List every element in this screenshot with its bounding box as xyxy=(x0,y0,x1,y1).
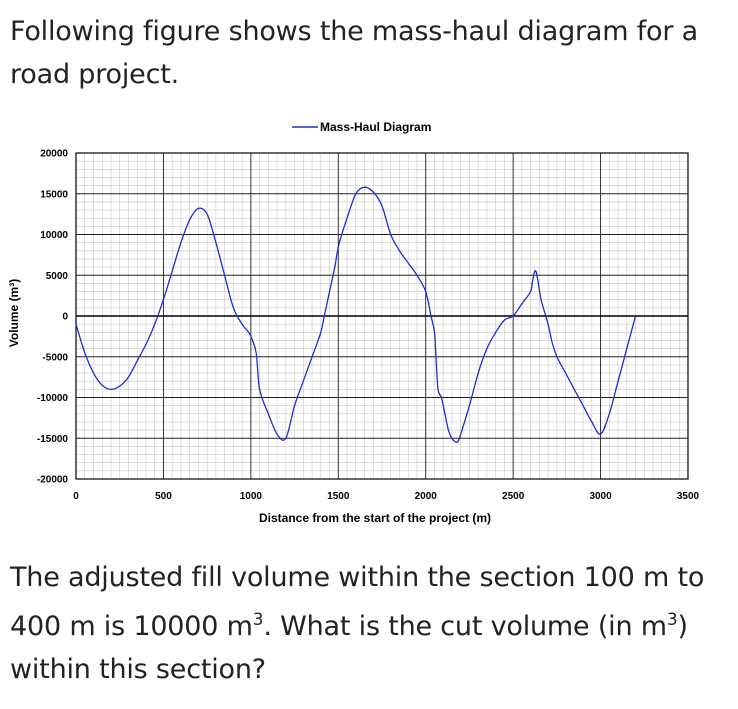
question-ask: The adjusted fill volume within the sect… xyxy=(10,556,730,691)
ask-text-part-1: The adjusted fill volume within the sect… xyxy=(10,562,705,642)
ask-text-part-2: . What is the cut volume (in m xyxy=(263,611,667,642)
x-tick-label: 1000 xyxy=(240,491,263,502)
plot-area-frame xyxy=(75,152,689,480)
y-tick-label: 10000 xyxy=(40,230,68,241)
y-tick-label: -15000 xyxy=(37,434,69,445)
ask-superscript-2: 3 xyxy=(666,610,678,630)
series-line-mass-haul xyxy=(75,186,637,444)
mass-haul-chart: Mass-Haul Diagram 0 500 1000 1500 2000 2500 30… xyxy=(7,120,700,525)
y-tick-label: -5000 xyxy=(42,352,68,363)
x-tick-label: 3500 xyxy=(677,491,700,502)
y-axis-label: Volume (m³) xyxy=(7,279,21,347)
y-tick-label: -20000 xyxy=(37,475,69,486)
x-tick-label: 3000 xyxy=(589,491,612,502)
y-tick-label: 0 xyxy=(62,312,68,323)
y-tick-label: 5000 xyxy=(46,271,69,282)
x-axis-tick-labels: 0 500 1000 1500 2000 2500 3000 3500 xyxy=(73,491,699,502)
x-tick-label: 2000 xyxy=(415,491,438,502)
ask-text-part-3: ) within this section? xyxy=(10,611,688,685)
question-intro: Following figure shows the mass-haul dia… xyxy=(10,16,698,90)
x-tick-label: 0 xyxy=(73,491,79,502)
x-tick-label: 1500 xyxy=(327,491,350,502)
y-tick-label: 15000 xyxy=(40,189,68,200)
y-tick-label: 20000 xyxy=(40,149,68,160)
chart-legend: Mass-Haul Diagram xyxy=(292,120,431,134)
x-axis-label: Distance from the start of the project (… xyxy=(259,511,491,525)
ask-superscript-1: 3 xyxy=(252,610,264,630)
legend-label-mass-haul: Mass-Haul Diagram xyxy=(320,120,431,134)
chart-major-grid xyxy=(76,153,688,479)
y-axis-tick-labels: 20000 15000 10000 5000 0 -5000 -10000 -15000 -20… xyxy=(37,149,69,486)
x-tick-label: 500 xyxy=(155,491,172,502)
x-tick-label: 2500 xyxy=(502,491,525,502)
y-tick-label: -10000 xyxy=(37,393,69,404)
